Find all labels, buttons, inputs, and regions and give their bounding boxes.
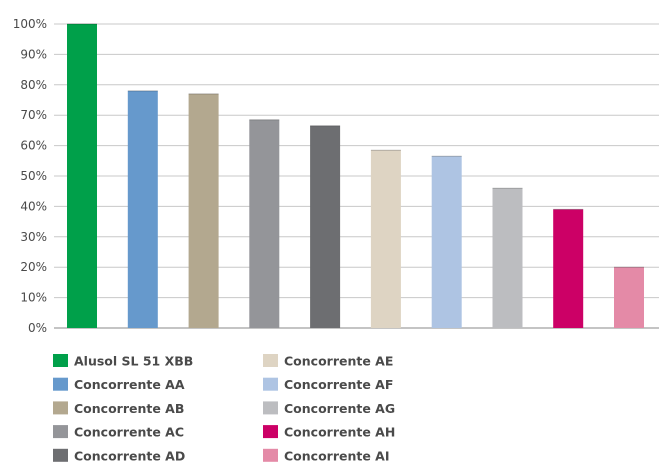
bar-concorrente-ag bbox=[492, 188, 523, 328]
legend-swatch bbox=[263, 401, 278, 415]
y-tick-label: 10% bbox=[20, 291, 47, 305]
legend-label: Concorrente AC bbox=[74, 425, 184, 440]
legend-label: Concorrente AG bbox=[284, 401, 395, 416]
y-tick-label: 90% bbox=[20, 47, 47, 61]
y-tick-label: 0% bbox=[28, 321, 47, 335]
y-tick-label: 80% bbox=[20, 78, 47, 92]
bar-concorrente-ad bbox=[310, 125, 341, 328]
y-tick-label: 40% bbox=[20, 199, 47, 213]
legend-label: Concorrente AA bbox=[74, 377, 185, 392]
bars bbox=[67, 23, 644, 329]
legend-label: Concorrente AH bbox=[284, 425, 395, 440]
legend-label: Alusol SL 51 XBB bbox=[74, 354, 193, 369]
y-axis-ticks: 0% 10% 20% 30% 40% 50% 60% 70% 80% 90% 100% bbox=[13, 17, 47, 335]
bar-concorrente-aa bbox=[127, 90, 158, 329]
y-tick-label: 70% bbox=[20, 108, 47, 122]
legend-swatch bbox=[263, 448, 278, 462]
legend-swatch bbox=[53, 448, 68, 462]
legend-swatch bbox=[53, 425, 68, 439]
y-tick-label: 60% bbox=[20, 139, 47, 153]
bar-concorrente-af bbox=[431, 156, 462, 328]
legend-swatch bbox=[53, 377, 68, 391]
legend-label: Concorrente AB bbox=[74, 401, 184, 416]
legend-swatch bbox=[263, 425, 278, 439]
bar-concorrente-ae bbox=[370, 150, 401, 328]
y-tick-label: 100% bbox=[13, 17, 47, 31]
legend-label: Concorrente AE bbox=[284, 354, 393, 369]
bar-alusol-sl-51-xbb bbox=[67, 24, 97, 328]
y-tick-label: 30% bbox=[20, 230, 47, 244]
legend-swatch bbox=[263, 377, 278, 391]
bar-concorrente-ab bbox=[188, 93, 219, 329]
bar-concorrente-ah bbox=[553, 209, 584, 328]
legend-label: Concorrente AF bbox=[284, 377, 393, 392]
bar-concorrente-ai bbox=[614, 267, 644, 328]
legend-label: Concorrente AD bbox=[74, 448, 185, 463]
legend-swatch bbox=[53, 354, 68, 367]
legend-swatch bbox=[263, 354, 278, 367]
bar-concorrente-ac bbox=[249, 119, 280, 328]
legend-swatch bbox=[53, 401, 68, 415]
legend-label: Concorrente AI bbox=[284, 448, 390, 463]
y-tick-label: 50% bbox=[20, 169, 47, 183]
legend: Alusol SL 51 XBB Concorrente AA Concorrent… bbox=[53, 354, 395, 463]
y-tick-label: 20% bbox=[20, 260, 47, 274]
